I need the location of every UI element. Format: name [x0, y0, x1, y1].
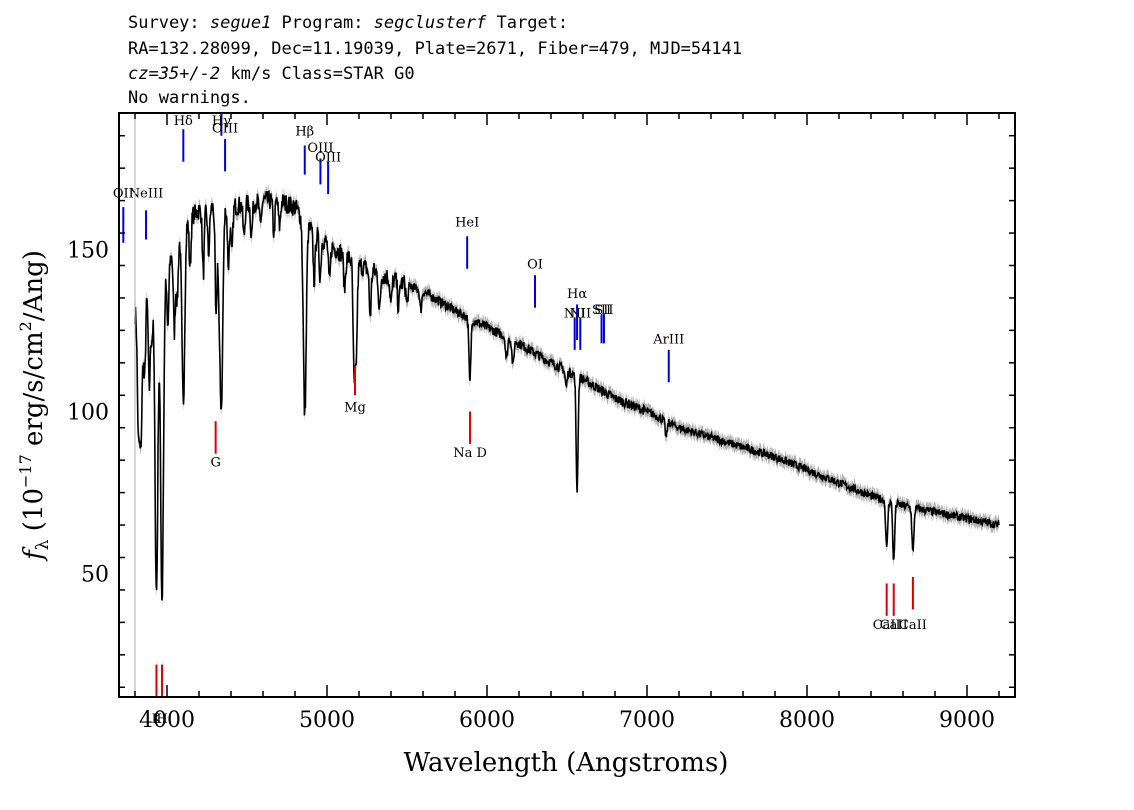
emission-line-label: ArIII	[652, 332, 684, 347]
emission-line-label: Hδ	[174, 114, 193, 129]
emission-line-label: Hα	[567, 287, 587, 302]
header-line-2: RA=132.28099, Dec=11.19039, Plate=2671, …	[128, 39, 742, 59]
emission-line-label: NII	[569, 306, 591, 321]
absorption-line-label: Na D	[453, 446, 487, 461]
absorption-line-label: CaII	[899, 618, 927, 633]
emission-line-label: HeI	[455, 216, 479, 231]
emission-line-label: OIII	[315, 151, 341, 166]
x-tick-label: 8000	[779, 708, 835, 733]
x-tick-label: 4000	[139, 708, 195, 733]
y-axis-ticks: 50 100 150	[67, 134, 1015, 689]
emission-line-label: Hγ	[212, 114, 231, 129]
y-tick-label: 100	[67, 400, 109, 425]
header-line-4: No warnings.	[128, 88, 251, 108]
absorption-line-label: CaII	[880, 618, 908, 633]
emission-line-label: SII	[592, 303, 611, 318]
x-tick-label: 6000	[459, 708, 515, 733]
absorption-line-label: G	[210, 456, 220, 471]
x-tick-label: 7000	[619, 708, 675, 733]
spectrum-line	[134, 190, 1000, 601]
plot-border	[118, 112, 1016, 698]
error-band-area	[135, 184, 999, 607]
y-tick-label: 150	[67, 238, 109, 263]
emission-line-label: OIII	[212, 121, 238, 136]
emission-line-label: OIII	[307, 141, 333, 156]
header-line-3: cz=35+/-2 km/s Class=STAR G0	[128, 64, 415, 84]
x-axis-ticks: 4000 5000 6000 7000 8000 9000	[134, 113, 1000, 733]
spectrum-series	[134, 190, 1000, 601]
emission-line-label: NeIII	[129, 186, 163, 201]
absorption-line-label: H	[156, 712, 167, 727]
y-tick-label: 50	[81, 563, 109, 588]
y-axis-label: fλ (10−17 erg/s/cm2/Ang)	[16, 250, 53, 562]
header-line-1: Survey: segue1 Program: segclusterf Targ…	[128, 13, 568, 33]
x-tick-label: 5000	[299, 708, 355, 733]
error-band	[135, 184, 999, 607]
absorption-line-label: K	[152, 712, 162, 727]
emission-line-label: OI	[527, 258, 543, 273]
absorption-line-label: CaII	[873, 618, 901, 633]
emission-line-label: SII	[594, 303, 613, 318]
x-axis-label: Wavelength (Angstroms)	[404, 748, 729, 778]
plot-frame	[118, 112, 1016, 698]
absorption-line-label: Mg	[344, 400, 366, 415]
emission-line-label: Hβ	[295, 125, 314, 140]
x-tick-label: 9000	[939, 708, 995, 733]
